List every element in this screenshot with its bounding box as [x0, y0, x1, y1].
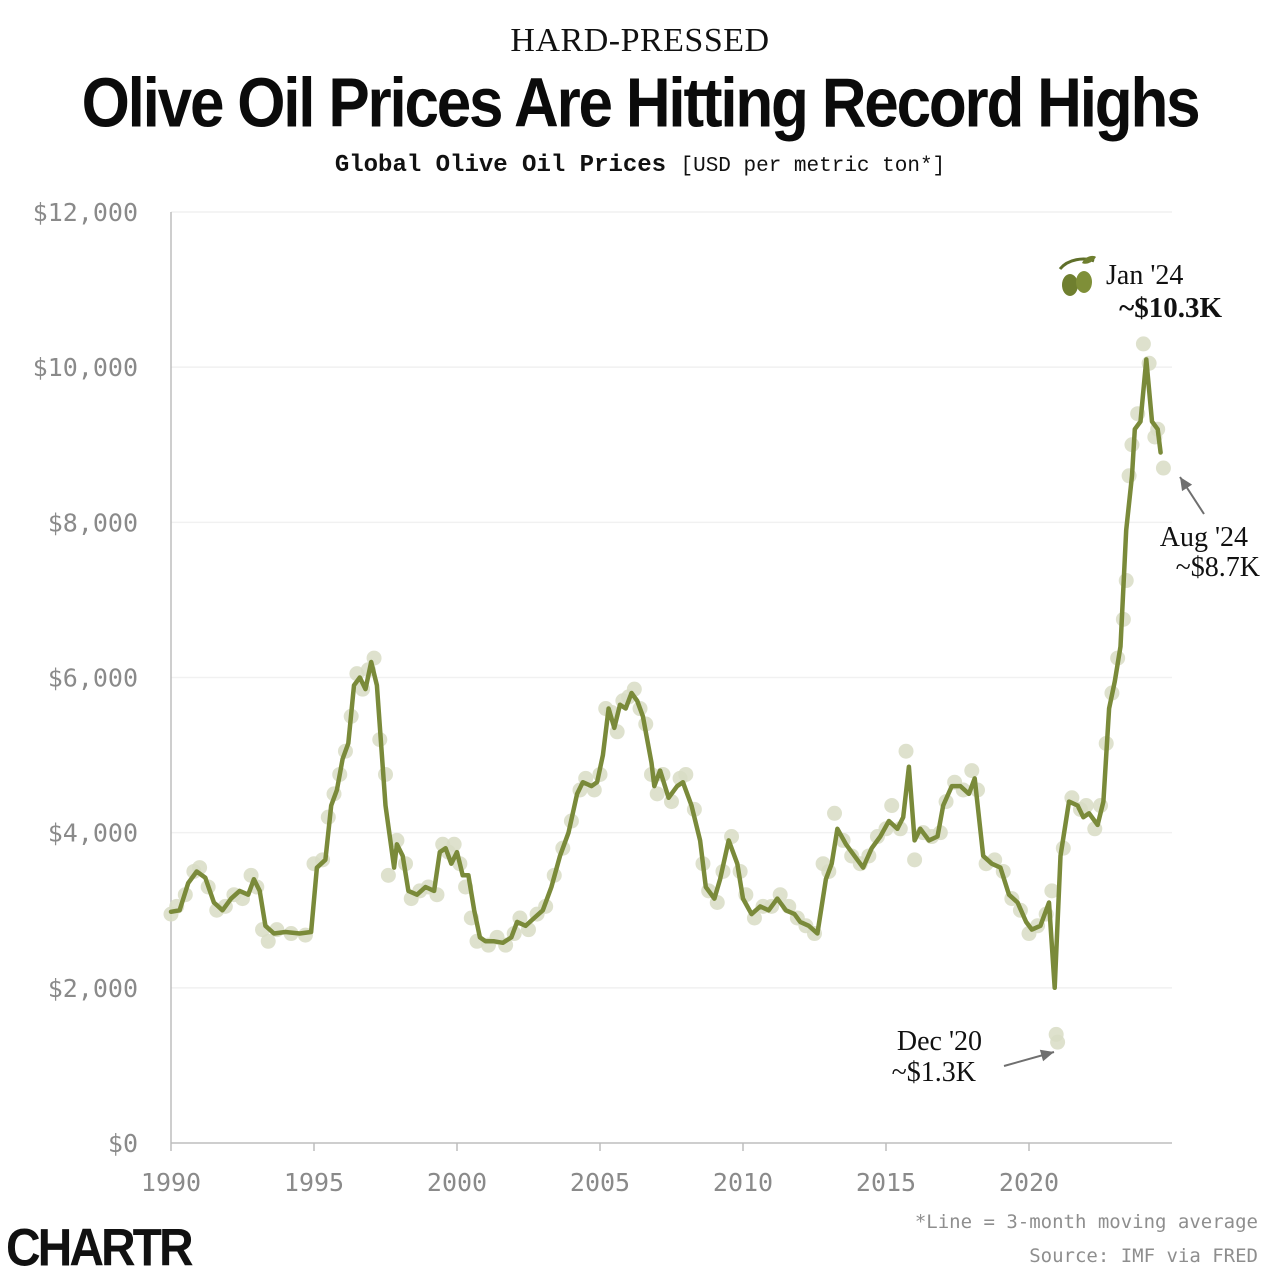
monthly-price-dot	[964, 763, 980, 779]
annotation-jan24-value: ~$10.3K	[1119, 292, 1222, 324]
annotation-dec20-value: ~$1.3K	[892, 1057, 976, 1088]
x-tick-label: 2010	[713, 1168, 773, 1197]
chartr-logo: CHARTR	[6, 1219, 194, 1278]
monthly-price-dot	[1155, 460, 1171, 476]
y-tick-label: $4,000	[48, 819, 138, 848]
y-tick-label: $6,000	[48, 664, 138, 693]
monthly-price-dot	[649, 786, 665, 802]
olive-icon	[1058, 255, 1096, 296]
annotation-dec20-label: Dec '20	[897, 1026, 982, 1057]
monthly-price-dot	[260, 933, 276, 949]
y-tick-label: $0	[108, 1129, 138, 1158]
moving-average-line	[168, 357, 1163, 991]
annotation-aug24-label: Aug '24	[1160, 522, 1248, 553]
gridlines	[171, 211, 1172, 989]
annotation-dec20-arrow-head	[1039, 1049, 1054, 1062]
monthly-price-dot	[1044, 883, 1060, 899]
x-tick-label: 2000	[427, 1168, 487, 1197]
monthly-price-dot	[1135, 336, 1151, 352]
x-tick-label: 2005	[570, 1168, 630, 1197]
annotation-aug24-arrow-head	[1180, 477, 1193, 492]
x-tick-label: 2015	[856, 1168, 916, 1197]
kicker: HARD-PRESSED	[510, 22, 770, 59]
monthly-price-dots	[163, 336, 1171, 1050]
headline: Olive Oil Prices Are Hitting Record High…	[81, 65, 1201, 143]
annotation-jan24-label: Jan '24	[1106, 260, 1183, 291]
y-tick-label: $2,000	[48, 974, 138, 1003]
monthly-price-dot	[678, 766, 694, 782]
monthly-price-dot	[907, 852, 923, 868]
monthly-price-dot	[1048, 1026, 1064, 1042]
monthly-price-dot	[446, 836, 462, 852]
subtitle-units: [USD per metric ton*]	[680, 155, 946, 178]
y-tick-label: $8,000	[48, 508, 138, 537]
annotations: Jan '24~$10.3K Aug '24~$8.7K Dec '20~$1.3K	[892, 260, 1260, 1088]
monthly-price-dot	[827, 805, 843, 821]
monthly-price-dot	[884, 798, 900, 814]
footnote-moving-average: *Line = 3-month moving average	[914, 1211, 1258, 1233]
y-tick-label: $10,000	[33, 353, 138, 382]
subtitle: Global Olive Oil Prices [USD per metric …	[0, 152, 1280, 179]
x-axis-ticks: 1990 1995 2000 2005 2010 2015 2020	[141, 1143, 1059, 1197]
monthly-price-dot	[898, 743, 914, 759]
y-axis-ticks: $0 $2,000 $4,000 $6,000 $8,000 $10,000 $12,000	[33, 198, 138, 1158]
annotation-aug24-value: ~$8.7K	[1176, 552, 1260, 583]
x-tick-label: 1995	[284, 1168, 344, 1197]
monthly-price-dot	[1078, 798, 1094, 814]
monthly-price-dot	[380, 867, 396, 883]
monthly-price-dot	[389, 832, 405, 848]
subtitle-main: Global Olive Oil Prices	[334, 152, 667, 179]
x-tick-label: 2020	[999, 1168, 1059, 1197]
y-tick-label: $12,000	[33, 198, 138, 227]
footnote-source: Source: IMF via FRED	[1029, 1245, 1258, 1267]
x-tick-label: 1990	[141, 1168, 201, 1197]
